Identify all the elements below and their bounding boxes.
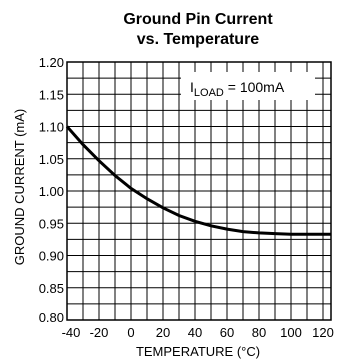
y-tick-label: 1.20 — [39, 55, 64, 70]
annotation-value: = 100mA — [224, 79, 285, 95]
x-axis-title: TEMPERATURE (°C) — [136, 344, 260, 359]
x-tick-label: 100 — [280, 325, 302, 340]
y-tick-label: 1.10 — [39, 120, 64, 135]
x-tick-labels: -40 -20 0 20 40 60 80 100 120 — [62, 325, 334, 340]
y-tick-label: 0.95 — [39, 216, 64, 231]
x-tick-label: 60 — [220, 325, 234, 340]
x-tick-label: 80 — [252, 325, 266, 340]
x-tick-label: -20 — [90, 325, 109, 340]
annotation-subscript: LOAD — [194, 87, 224, 99]
chart-title-line2: vs. Temperature — [137, 31, 260, 48]
x-tick-label: 20 — [156, 325, 170, 340]
annotation-box — [181, 72, 315, 100]
y-tick-label: 0.80 — [39, 310, 64, 325]
y-tick-label: 1.15 — [39, 87, 64, 102]
y-axis-title: GROUND CURRENT (mA) — [12, 109, 27, 265]
y-tick-label: 0.90 — [39, 249, 64, 264]
x-tick-label: 40 — [188, 325, 202, 340]
annotation-symbol: I — [190, 79, 194, 95]
plot-frame — [66, 61, 332, 321]
y-tick-label: 1.05 — [39, 152, 64, 167]
load-annotation: ILOAD = 100mA — [181, 72, 315, 100]
y-tick-label: 0.85 — [39, 281, 64, 296]
x-tick-label: -40 — [62, 325, 81, 340]
x-tick-label: 0 — [127, 325, 134, 340]
series-line-ground-current — [65, 125, 331, 236]
grid — [66, 61, 331, 321]
y-tick-labels: 0.80 0.85 0.90 0.95 1.00 1.05 1.10 1.15 1.20 — [39, 55, 64, 325]
x-tick-label: 120 — [312, 325, 334, 340]
annotation-text: ILOAD = 100mA — [190, 79, 285, 99]
y-tick-label: 1.00 — [39, 184, 64, 199]
chart-title-line1: Ground Pin Current — [123, 11, 273, 28]
